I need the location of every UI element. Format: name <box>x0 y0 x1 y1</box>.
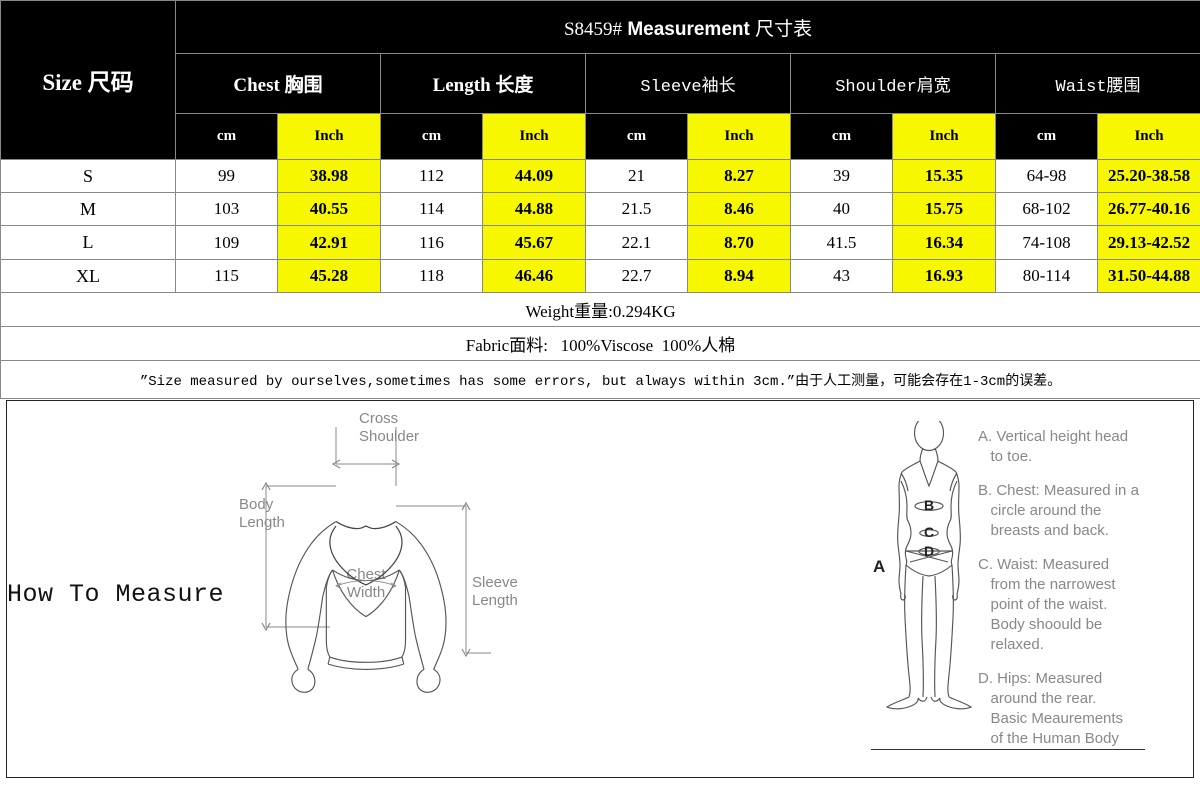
svg-text:Body: Body <box>239 496 274 513</box>
svg-text:Cross: Cross <box>359 410 398 427</box>
svg-text:D: D <box>924 543 934 559</box>
svg-text:Width: Width <box>347 584 385 601</box>
svg-text:Length: Length <box>239 514 285 531</box>
svg-text:Length: Length <box>472 592 518 609</box>
svg-text:C: C <box>924 524 934 540</box>
svg-text:B: B <box>924 497 934 513</box>
svg-text:Shoulder: Shoulder <box>359 428 419 445</box>
svg-text:Sleeve: Sleeve <box>472 574 518 591</box>
